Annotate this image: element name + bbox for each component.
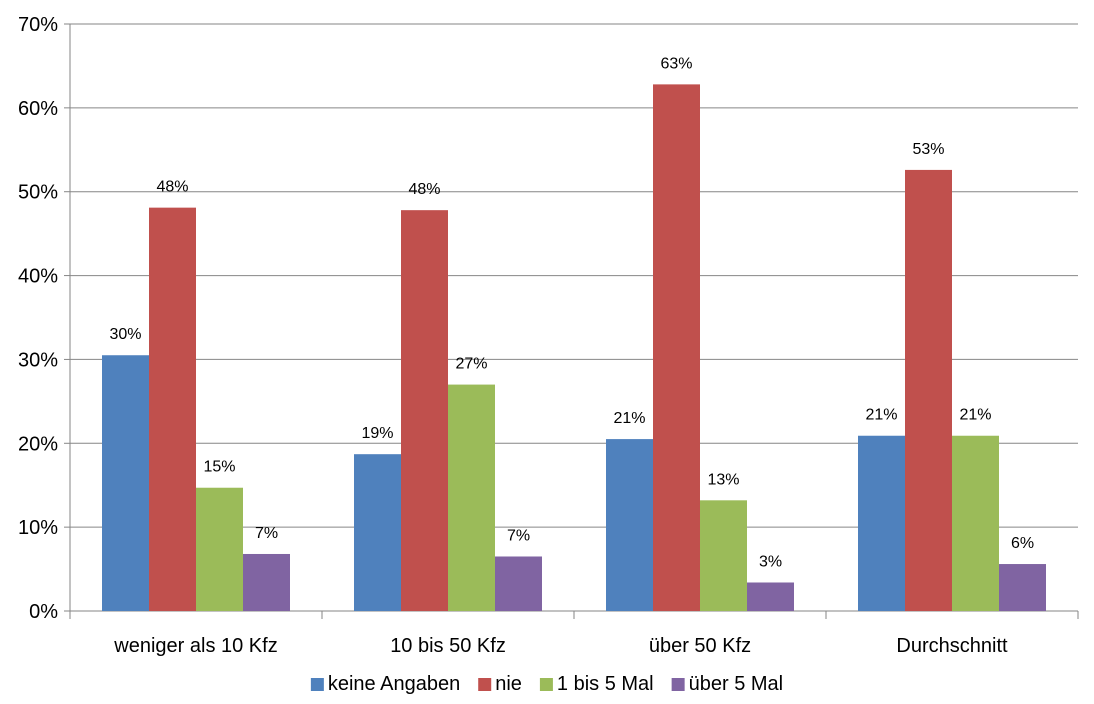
legend-label: über 5 Mal xyxy=(689,673,784,695)
legend-swatch xyxy=(671,678,685,691)
y-tick-label: 60% xyxy=(18,98,58,120)
y-axis: 0% 10% 20% 30% 40% 50% 60% 70% xyxy=(18,14,71,623)
bar xyxy=(196,487,243,611)
data-label: 13% xyxy=(707,471,739,488)
legend-label: keine Angaben xyxy=(328,673,460,695)
data-label: 27% xyxy=(455,356,487,373)
bar xyxy=(495,556,542,611)
data-label: 6% xyxy=(1011,535,1034,552)
x-tick-label: weniger als 10 Kfz xyxy=(113,635,277,657)
bar xyxy=(606,439,653,611)
y-tick-label: 30% xyxy=(18,349,58,371)
bar xyxy=(905,169,952,611)
bar xyxy=(401,210,448,612)
bar xyxy=(149,207,196,611)
bar xyxy=(952,435,999,611)
x-tick-label: 10 bis 50 Kfz xyxy=(390,635,506,657)
legend: keine Angaben nie 1 bis 5 Mal über 5 Mal xyxy=(310,673,784,695)
legend-label: nie xyxy=(495,673,522,695)
bar xyxy=(653,84,700,612)
bar xyxy=(243,553,290,611)
y-tick-label: 10% xyxy=(18,517,58,539)
legend-label: 1 bis 5 Mal xyxy=(557,673,654,695)
data-label: 21% xyxy=(959,407,991,424)
data-label: 63% xyxy=(660,55,692,72)
data-label: 53% xyxy=(912,141,944,158)
bar xyxy=(102,355,149,611)
data-label: 7% xyxy=(255,525,278,542)
data-label: 30% xyxy=(109,326,141,343)
data-label: 21% xyxy=(865,407,897,424)
legend-swatch xyxy=(478,678,492,691)
bar xyxy=(354,454,401,611)
y-tick-label: 70% xyxy=(18,14,58,36)
x-tick-label: über 50 Kfz xyxy=(649,635,751,657)
y-tick-label: 0% xyxy=(29,601,58,623)
y-tick-label: 50% xyxy=(18,182,58,204)
data-label: 48% xyxy=(156,179,188,196)
bar xyxy=(858,435,905,611)
bar xyxy=(448,384,495,611)
x-tick-label: Durchschnitt xyxy=(896,635,1008,657)
data-labels: 30% 48% 15% 7% 19% 48% 27% 7% 21% 63% 13% 3% 21% 53% 2… xyxy=(109,55,1034,570)
x-axis: weniger als 10 Kfz 10 bis 50 Kfz über 50 K… xyxy=(69,610,1079,657)
bars xyxy=(102,84,1046,612)
legend-swatch xyxy=(539,678,553,691)
gridlines xyxy=(70,23,1078,528)
bar xyxy=(999,564,1046,611)
data-label: 7% xyxy=(507,527,530,544)
data-label: 19% xyxy=(361,425,393,442)
legend-swatch xyxy=(310,678,324,691)
y-tick-label: 40% xyxy=(18,266,58,288)
bar xyxy=(700,500,747,611)
y-tick-label: 20% xyxy=(18,433,58,455)
data-label: 15% xyxy=(203,459,235,476)
data-label: 21% xyxy=(613,410,645,427)
data-label: 3% xyxy=(759,553,782,570)
data-label: 48% xyxy=(408,181,440,198)
bar xyxy=(747,582,794,611)
